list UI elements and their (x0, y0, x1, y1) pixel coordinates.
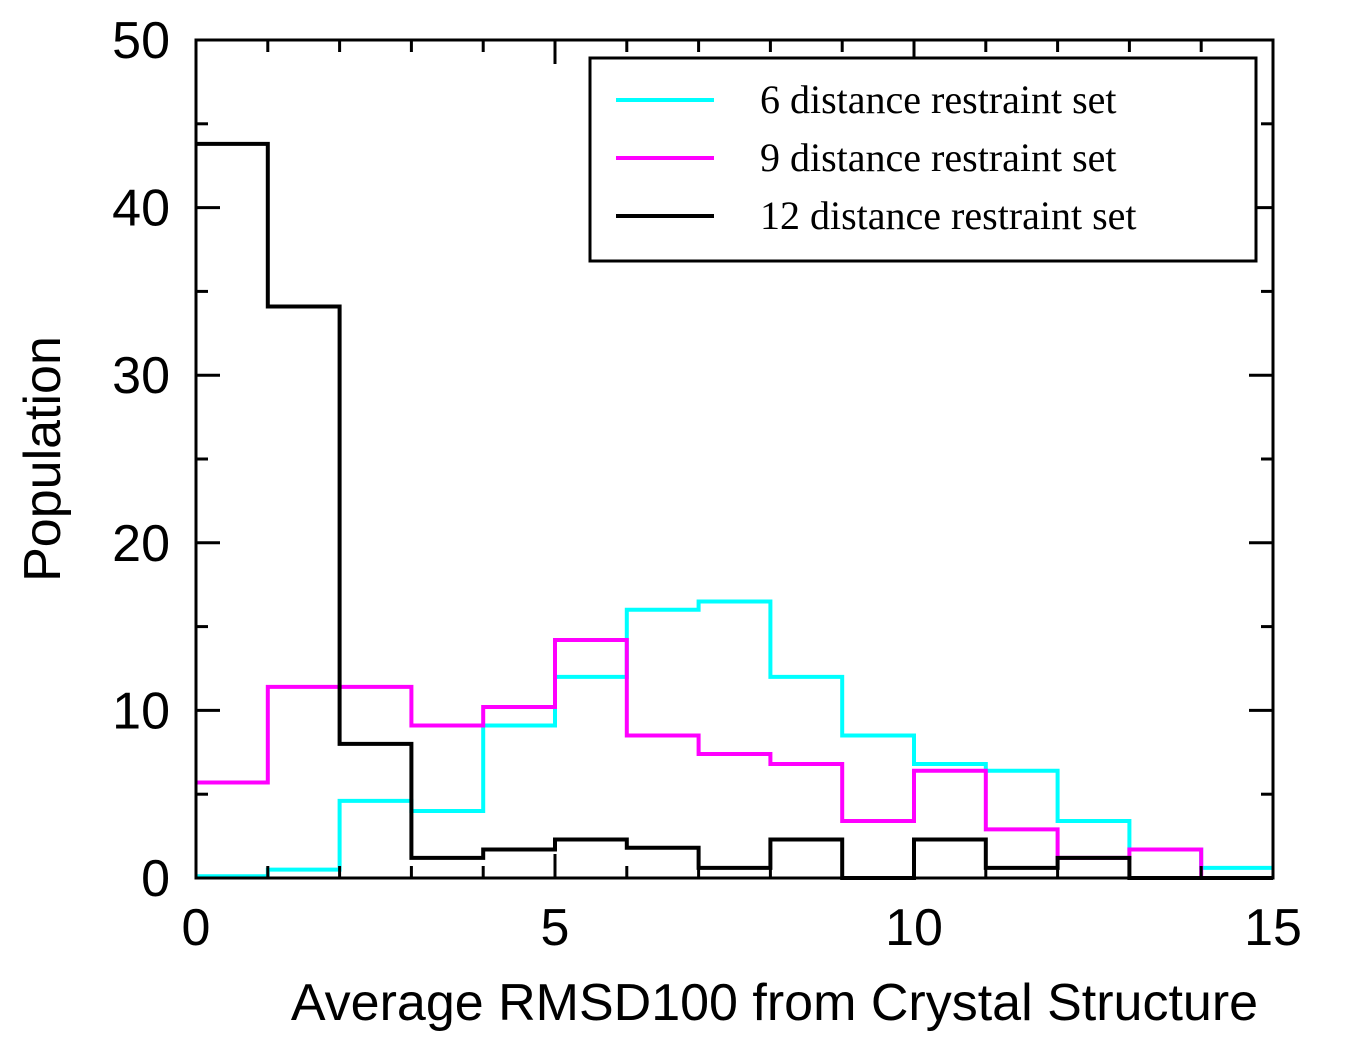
legend-label: 12 distance restraint set (760, 193, 1137, 238)
y-tick-label: 30 (112, 347, 170, 405)
plot-frame (194, 38, 1275, 880)
x-tick-label: 0 (182, 899, 211, 957)
y-tick-label: 20 (112, 515, 170, 573)
x-tick-label: 5 (541, 899, 570, 957)
series-line-2 (196, 638, 1273, 880)
y-tick-label: 10 (112, 682, 170, 740)
y-tick-label: 50 (112, 12, 170, 70)
x-tick-label: 15 (1244, 899, 1302, 957)
y-tick-labels: 0 10 20 30 40 50 (112, 12, 170, 908)
axis-ticks (194, 38, 1275, 880)
x-tick-labels: 0 5 10 15 (182, 899, 1302, 957)
legend-label: 6 distance restraint set (760, 77, 1117, 122)
y-axis-title: Population (14, 336, 72, 582)
series-line-1 (196, 599, 1273, 879)
y-tick-label: 40 (112, 180, 170, 238)
legend: 6 distance restraint set 9 distance restr… (588, 56, 1258, 263)
x-axis-title: Average RMSD100 from Crystal Structure (291, 974, 1258, 1032)
x-tick-label: 10 (885, 899, 943, 957)
y-tick-label: 0 (141, 850, 170, 908)
legend-label: 9 distance restraint set (760, 135, 1117, 180)
